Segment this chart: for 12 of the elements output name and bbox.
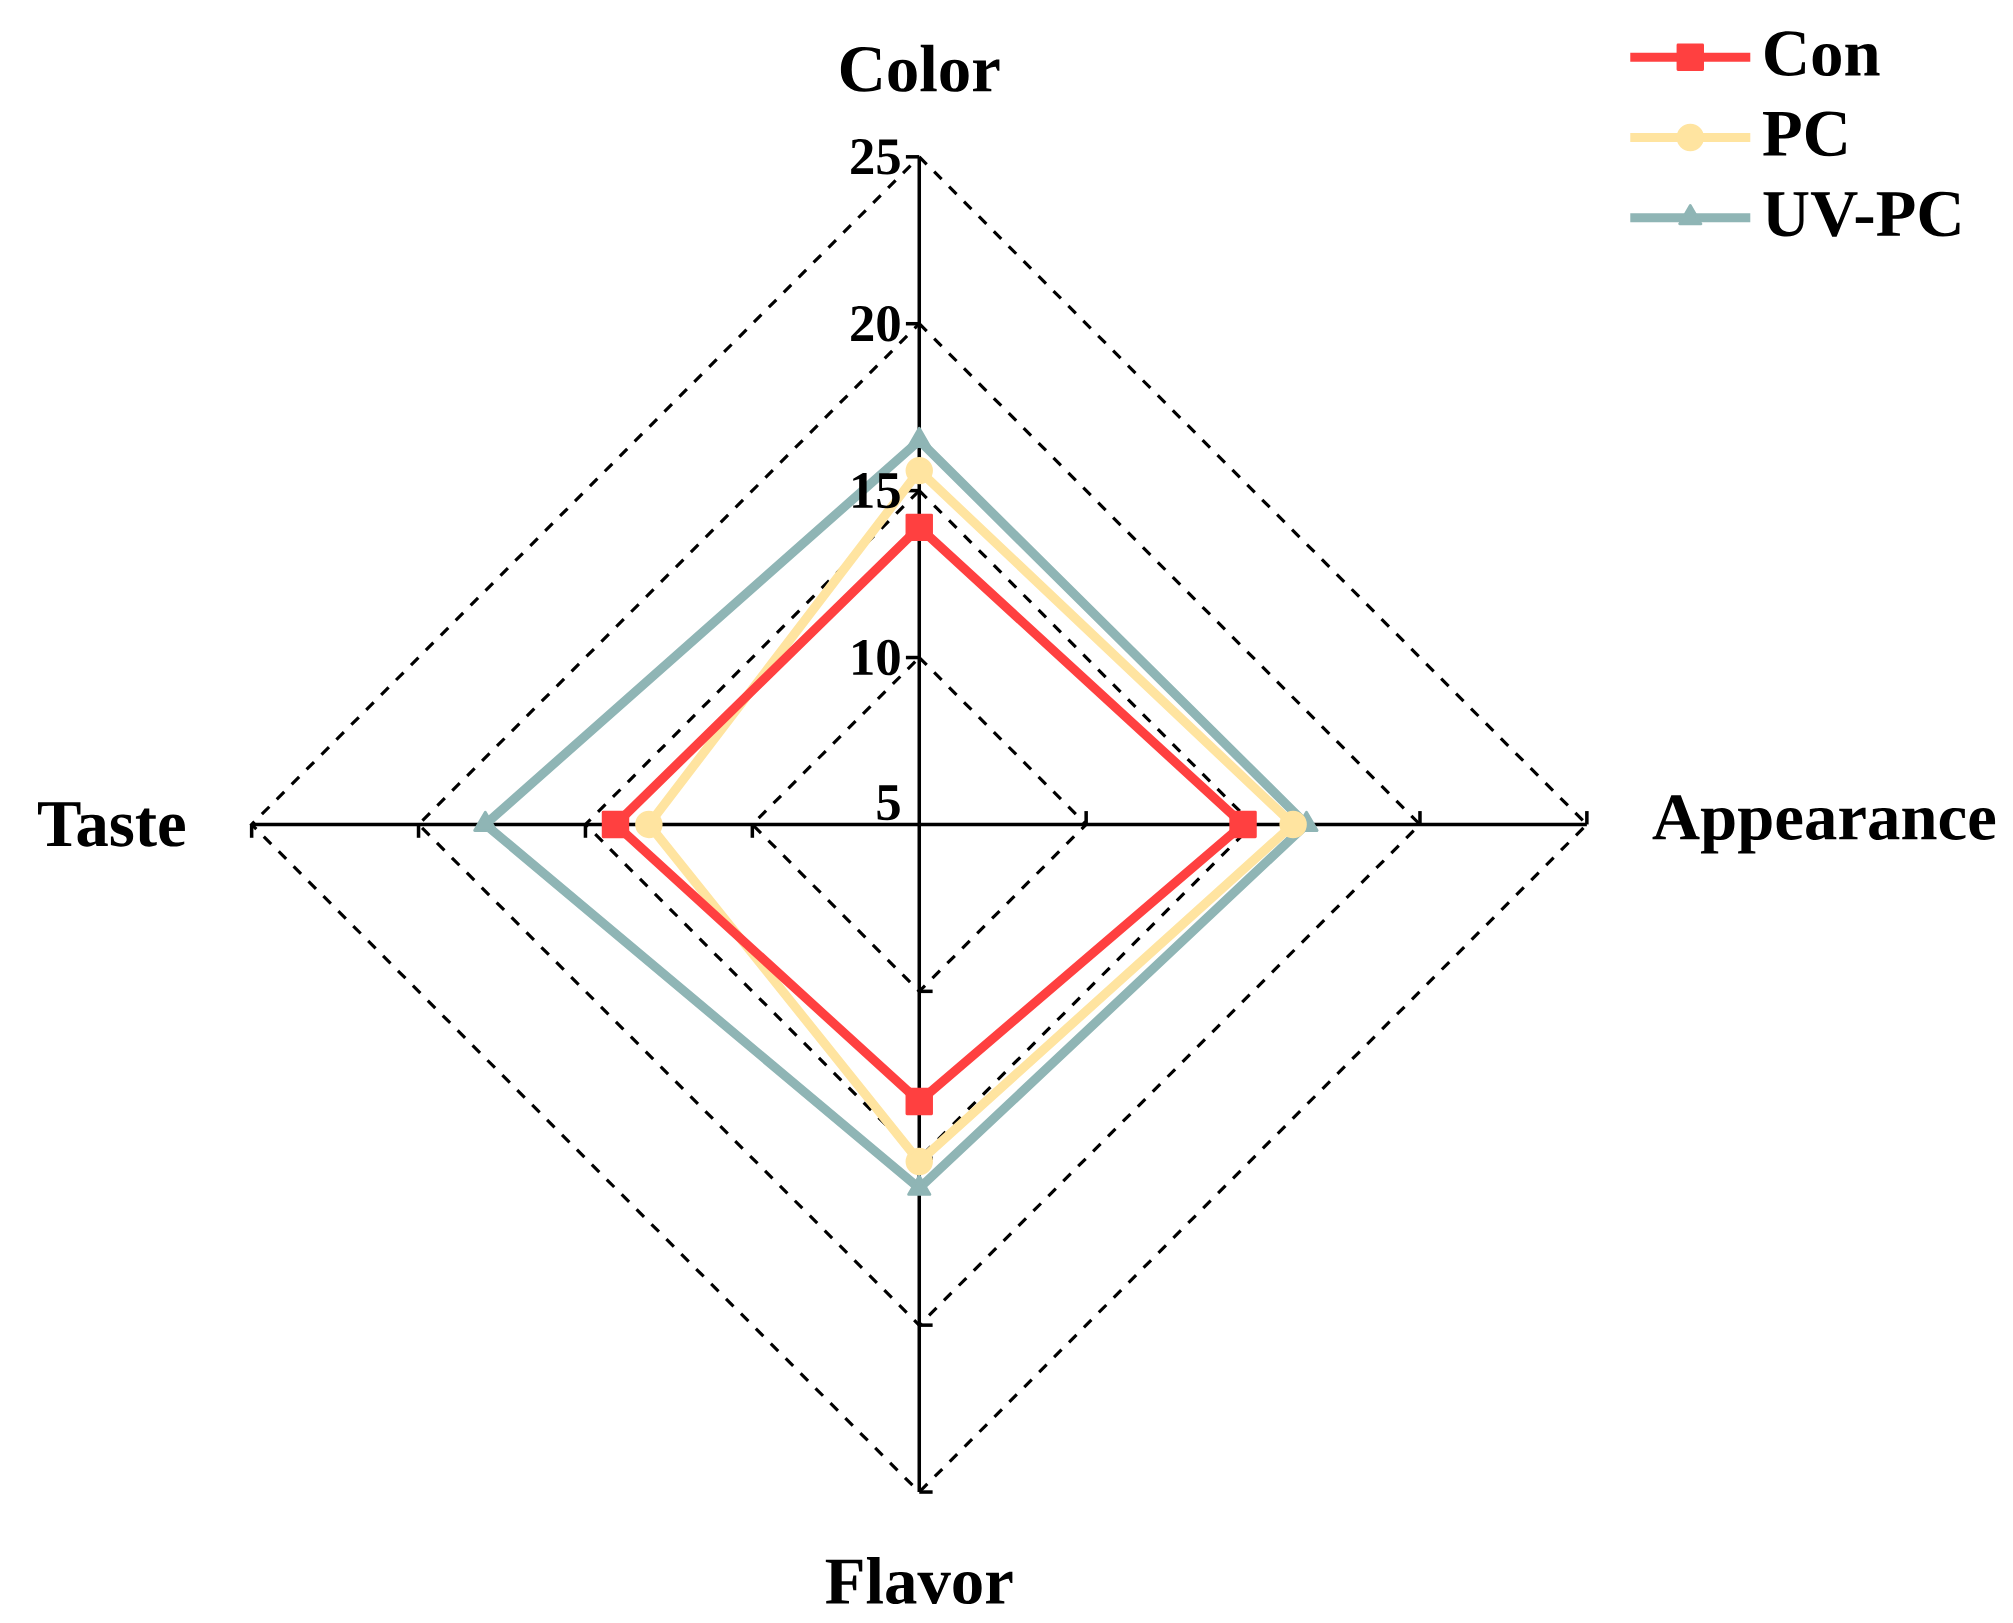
y-tick-label: 15 (853, 472, 900, 509)
spoke-label: Taste (38, 802, 185, 847)
y-tick-label: 25 (851, 139, 900, 175)
legend-label: Con (1765, 31, 1880, 77)
spoke-label: Color (840, 44, 1000, 92)
y-tick-label: 20 (851, 305, 900, 342)
y-tick-label: 10 (853, 639, 900, 676)
spoke-label: Appearance (1652, 795, 1996, 854)
spoke-label: Flavor (825, 1557, 1013, 1605)
legend-label: PC (1763, 111, 1846, 157)
y-tick-label: 5 (877, 785, 900, 821)
legend-label: UV-PC (1763, 191, 1960, 237)
